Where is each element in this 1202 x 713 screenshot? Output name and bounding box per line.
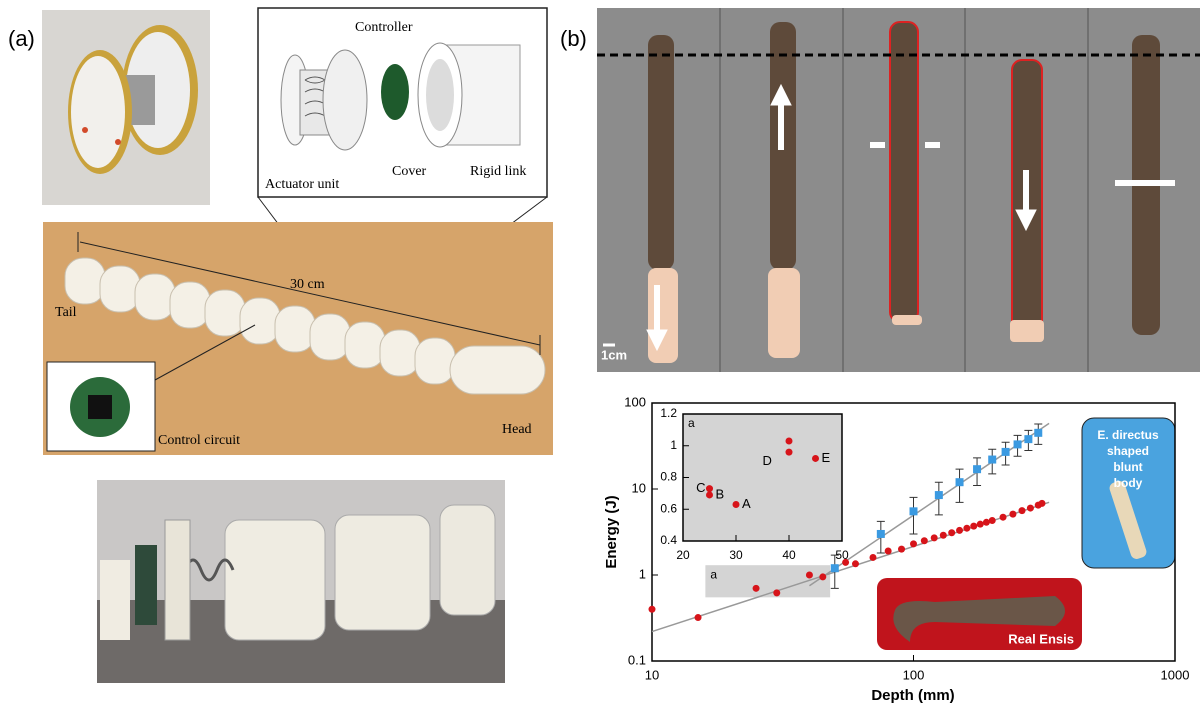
data-point [921, 537, 928, 544]
data-point [1038, 500, 1045, 507]
data-point [973, 465, 981, 473]
circuit-label: Control circuit [158, 433, 240, 448]
data-point [1009, 511, 1016, 518]
x-tick-label: 1000 [1161, 667, 1190, 682]
x-tick-label: 100 [903, 667, 925, 682]
data-point [786, 437, 793, 444]
data-point [786, 449, 793, 456]
ensis-photo-strip [597, 8, 1200, 372]
data-point [885, 548, 892, 555]
y-tick-label: 1.2 [660, 406, 677, 420]
data-point [869, 554, 876, 561]
data-point [988, 456, 996, 464]
data-point [806, 572, 813, 579]
data-point [989, 517, 996, 524]
data-point [877, 530, 885, 538]
y-tick-label: 1 [639, 566, 646, 581]
length-label: 30 cm [290, 277, 325, 292]
x-axis-label: Depth (mm) [871, 687, 954, 704]
callout: Rigid link [470, 164, 526, 179]
data-point [970, 523, 977, 530]
y-axis-label: Energy (J) [603, 495, 620, 568]
data-point [733, 501, 740, 508]
robot-photo [43, 222, 553, 455]
error-bar [910, 497, 918, 534]
data-point [852, 560, 859, 567]
highlight-region [705, 565, 830, 597]
point-label: C [696, 480, 705, 495]
data-point [812, 455, 819, 462]
x-tick-label: 20 [676, 548, 690, 562]
x-tick-label: 10 [645, 667, 659, 682]
data-point [695, 614, 702, 621]
plot-area [683, 414, 842, 541]
y-tick-label: 0.4 [660, 533, 677, 547]
data-point [898, 546, 905, 553]
data-point [956, 527, 963, 534]
data-point [940, 532, 947, 539]
y-tick-label: 100 [624, 394, 646, 409]
x-tick-label: 30 [729, 548, 743, 562]
module-photo [42, 10, 210, 205]
data-point [1000, 514, 1007, 521]
data-point [1014, 440, 1022, 448]
figure: (a) Controller Actuator unit Cover Rigid… [0, 0, 1202, 713]
annotation: D [763, 453, 772, 468]
assembly-photo [97, 480, 505, 683]
data-point [1002, 448, 1010, 456]
y-tick-label: 1 [670, 438, 677, 452]
callout: Actuator unit [265, 177, 339, 192]
data-point [1024, 435, 1032, 443]
data-point [706, 491, 713, 498]
highlight-label: a [710, 567, 717, 581]
callout: Controller [355, 20, 413, 35]
data-point [931, 534, 938, 541]
panel-label: (b) [560, 26, 587, 51]
data-point [649, 606, 656, 613]
y-tick-label: 0.6 [660, 501, 677, 515]
data-point [706, 485, 713, 492]
head-label: Head [502, 422, 532, 437]
inset-title: a [688, 416, 695, 430]
data-point [753, 585, 760, 592]
point-label: A [742, 496, 751, 511]
data-point [948, 529, 955, 536]
scale-label: 1cm [601, 347, 627, 362]
data-point [935, 491, 943, 499]
callout: Cover [392, 164, 427, 179]
panel-label: (a) [8, 26, 35, 51]
data-point [819, 573, 826, 580]
data-point [1019, 507, 1026, 514]
data-point [956, 478, 964, 486]
data-point [1027, 505, 1034, 512]
y-tick-label: 0.8 [660, 470, 677, 484]
data-point [963, 525, 970, 532]
x-tick-label: 50 [835, 548, 849, 562]
data-point [1034, 429, 1042, 437]
x-tick-label: 40 [782, 548, 796, 562]
data-point [977, 521, 984, 528]
data-point [910, 507, 918, 515]
data-point [773, 589, 780, 596]
y-tick-label: 0.1 [628, 652, 646, 667]
series-label: Real Ensis [1008, 631, 1074, 646]
data-point [910, 540, 917, 547]
y-tick-label: 10 [632, 480, 646, 495]
point-label: E [822, 450, 831, 465]
point-label: B [716, 486, 725, 501]
tail-label: Tail [55, 305, 77, 320]
data-point [831, 564, 839, 572]
